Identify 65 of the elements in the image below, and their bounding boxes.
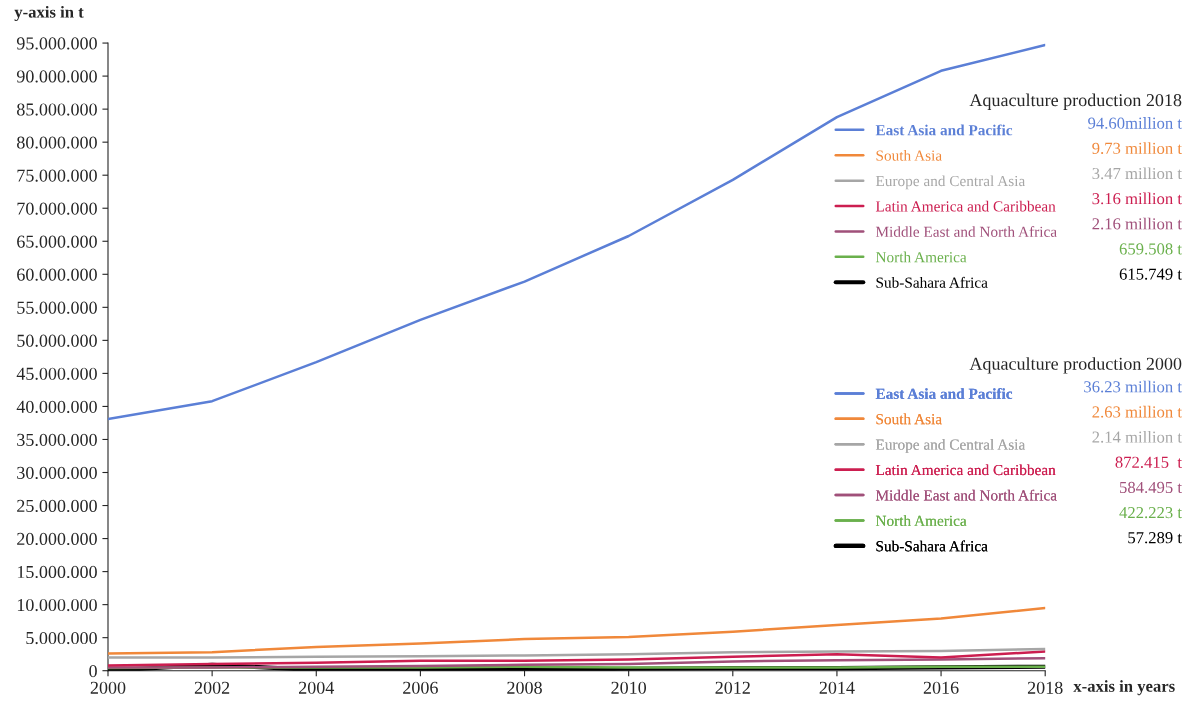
text: Sub-Sahara Africa [876,276,988,288]
y-tick-label: 10.000.000 [17,598,97,612]
x-tick-label: 2010 [611,681,647,694]
text: Middle East and North Africa [875,226,1057,237]
y-tick-label: 30.000.000 [17,466,97,480]
y-tick-label: 60.000.000 [17,268,97,281]
y-tick-label: 70.000.000 [17,202,97,215]
x-tick-label: 2014 [819,681,855,694]
x-axis-title: x-axis in years [1073,680,1175,696]
text: 615.749 t [1119,268,1182,280]
text: 584.495 t [1120,481,1182,494]
text: 36.23 million t [1084,380,1182,393]
y-tick-label: 90.000.000 [16,70,97,83]
y-tick-label: 5.000.000 [26,631,97,645]
text: 2.63 million t [1092,405,1182,418]
line-series [108,606,1046,655]
y-tick-label: 15.000.000 [17,565,97,579]
text: 9.73 million t [1092,142,1182,155]
y-tick-label: 50.000.000 [17,334,97,347]
text: 3.16 million t [1092,192,1182,205]
text: 659.508 t [1119,243,1182,255]
text: 2.14 million t [1092,430,1182,443]
x-tick-label: 2018 [1027,681,1063,694]
x-tick-label: 2012 [715,681,750,694]
text: 872.415 t [1115,456,1182,468]
y-tick-label: 45.000.000 [16,367,97,380]
text: 3.47 million t [1092,167,1182,180]
line-series [108,647,1046,659]
y-tick-label: 0 [89,664,97,678]
text: 57.289 t [1128,532,1182,544]
y-tick-label: 25.000.000 [17,499,97,513]
legend-label: Sub-Sahara Africa [876,540,988,552]
legend-label: Latin America and Caribbean [875,464,1056,476]
y-axis-title: y-axis in t [14,5,84,22]
line-series [108,650,1046,667]
text: North America [875,251,967,263]
text: South Asia [876,149,942,161]
text: 2.16 million t [1092,217,1182,230]
y-tick-label: 40.000.000 [16,400,97,413]
x-tick-label: 2004 [299,681,335,694]
y-tick-label: 20.000.000 [17,532,97,546]
text: 422.223 t [1119,506,1182,519]
y-tick-label: 95.000.000 [16,37,97,50]
legend-title: Aquaculture production 2018 [969,93,1182,110]
y-tick-label: 65.000.000 [17,235,97,248]
legend-label: East Asia and Pacific [875,124,1013,136]
x-tick-label: 2008 [507,681,542,694]
text: Latin America and Caribbean [875,200,1056,212]
legend-label: North America [875,515,967,526]
legend-label: Europe and Central Asia [875,439,1026,453]
text: East Asia and Pacific [875,388,1013,399]
y-tick-label: 75.000.000 [17,169,97,182]
annotation: Aquaculture production 2000 [969,357,1182,374]
x-tick-label: 2006 [403,681,438,694]
y-tick-label: 35.000.000 [17,433,97,446]
legend-label: South Asia [876,413,942,425]
x-tick-label: 2016 [923,681,959,694]
x-tick-label: 2002 [194,681,230,694]
text: 94.60million t [1088,117,1182,129]
text: Europe and Central Asia [875,175,1026,190]
y-tick-label: 80.000.000 [17,136,97,149]
x-tick-label: 2000 [90,681,126,694]
y-tick-label: 55.000.000 [17,301,97,314]
y-tick-label: 85.000.000 [17,103,97,116]
legend-label: Middle East and North Africa [875,489,1057,501]
